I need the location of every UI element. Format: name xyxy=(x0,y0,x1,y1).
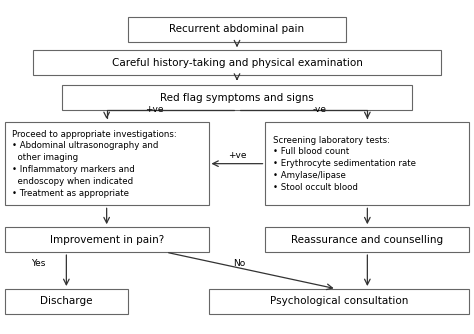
FancyBboxPatch shape xyxy=(128,17,346,42)
FancyBboxPatch shape xyxy=(5,289,128,314)
FancyBboxPatch shape xyxy=(62,85,412,110)
Text: Yes: Yes xyxy=(31,260,45,268)
FancyBboxPatch shape xyxy=(5,122,209,205)
Text: Improvement in pain?: Improvement in pain? xyxy=(49,235,164,244)
Text: +ve: +ve xyxy=(228,151,246,160)
FancyBboxPatch shape xyxy=(5,227,209,252)
Text: Careful history-taking and physical examination: Careful history-taking and physical exam… xyxy=(111,58,363,67)
FancyBboxPatch shape xyxy=(33,50,441,75)
FancyBboxPatch shape xyxy=(265,227,469,252)
Text: Red flag symptoms and signs: Red flag symptoms and signs xyxy=(160,93,314,103)
FancyBboxPatch shape xyxy=(265,122,469,205)
Text: Screening laboratory tests:
• Full blood count
• Erythrocyte sedimentation rate
: Screening laboratory tests: • Full blood… xyxy=(273,136,416,192)
Text: Psychological consultation: Psychological consultation xyxy=(270,297,408,306)
Text: Recurrent abdominal pain: Recurrent abdominal pain xyxy=(169,24,305,34)
Text: +ve: +ve xyxy=(145,105,164,114)
Text: Proceed to appropriate investigations:
• Abdominal ultrasonography and
  other i: Proceed to appropriate investigations: •… xyxy=(12,130,177,198)
Text: Reassurance and counselling: Reassurance and counselling xyxy=(292,235,443,244)
Text: -ve: -ve xyxy=(313,105,327,114)
Text: Discharge: Discharge xyxy=(40,297,92,306)
Text: No: No xyxy=(233,260,246,268)
FancyBboxPatch shape xyxy=(209,289,469,314)
